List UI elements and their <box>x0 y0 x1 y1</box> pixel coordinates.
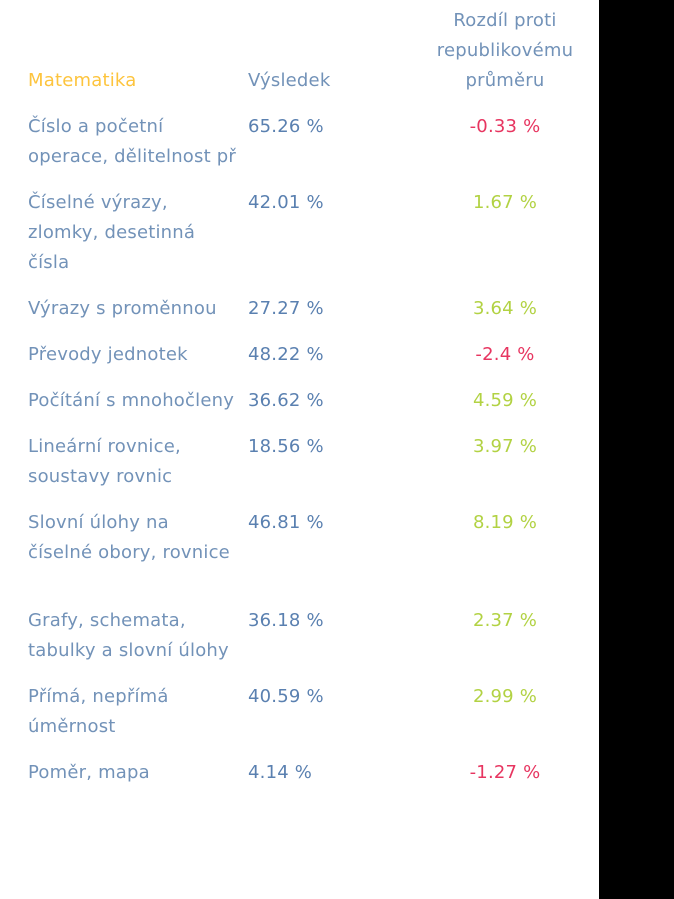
result-cell: 27.27 % <box>248 298 324 319</box>
result-cell: 36.62 % <box>248 390 324 411</box>
topic-cell: Poměr, mapa <box>28 762 150 783</box>
result-cell: 65.26 % <box>248 116 324 137</box>
topic-cell: Přímá, nepřímá úměrnost <box>28 686 169 737</box>
result-cell: 36.18 % <box>248 610 324 631</box>
result-cell: 42.01 % <box>248 192 324 213</box>
diff-cell: 2.99 % <box>472 686 538 707</box>
table-row: Grafy, schemata, tabulky a slovní úlohy 3… <box>28 606 599 666</box>
diff-cell: 1.67 % <box>472 192 538 213</box>
right-black-strip <box>599 0 674 899</box>
diff-cell: 3.64 % <box>472 298 538 319</box>
topic-cell: Slovní úlohy na číselné obory, rovnice <box>28 512 230 563</box>
result-cell: 48.22 % <box>248 344 324 365</box>
result-cell: 4.14 % <box>248 762 313 783</box>
diff-cell: -0.33 % <box>469 116 541 137</box>
table-body: Číslo a početní operace, dělitelnost př 6… <box>28 112 599 788</box>
topic-cell: Převody jednotek <box>28 344 188 365</box>
table-row: Číselné výrazy, zlomky, desetinná čísla 4… <box>28 188 599 278</box>
column-header-result: Výsledek <box>248 70 331 91</box>
table-row: Číslo a početní operace, dělitelnost př 6… <box>28 112 599 172</box>
column-header-diff: Rozdíl proti republikovému průměru <box>436 10 574 91</box>
results-table: Matematika Výsledek Rozdíl proti republi… <box>28 6 599 788</box>
table-row: Převody jednotek 48.22 % -2.4 % <box>28 340 599 370</box>
diff-cell: 2.37 % <box>472 610 538 631</box>
table-row: Počítání s mnohočleny 36.62 % 4.59 % <box>28 386 599 416</box>
table-row: Lineární rovnice, soustavy rovnic 18.56 %… <box>28 432 599 492</box>
diff-cell: 3.97 % <box>472 436 538 457</box>
diff-cell: -1.27 % <box>469 762 541 783</box>
result-cell: 40.59 % <box>248 686 324 707</box>
diff-cell: 8.19 % <box>472 512 538 533</box>
table-row: Přímá, nepřímá úměrnost 40.59 % 2.99 % <box>28 682 599 742</box>
diff-cell: -2.4 % <box>475 344 535 365</box>
column-header-subject: Matematika <box>28 70 137 91</box>
topic-cell: Lineární rovnice, soustavy rovnic <box>28 436 181 487</box>
topic-cell: Grafy, schemata, tabulky a slovní úlohy <box>28 610 229 661</box>
topic-cell: Výrazy s proměnnou <box>28 298 217 319</box>
topic-cell: Číslo a početní operace, dělitelnost př <box>28 116 236 167</box>
table-header-row: Matematika Výsledek Rozdíl proti republi… <box>28 6 599 96</box>
topic-cell: Počítání s mnohočleny <box>28 390 235 411</box>
result-cell: 46.81 % <box>248 512 324 533</box>
table-row: Výrazy s proměnnou 27.27 % 3.64 % <box>28 294 599 324</box>
table-row: Slovní úlohy na číselné obory, rovnice 46… <box>28 508 599 568</box>
topic-cell: Číselné výrazy, zlomky, desetinná čísla <box>28 192 196 273</box>
diff-cell: 4.59 % <box>472 390 538 411</box>
table-row: Poměr, mapa 4.14 % -1.27 % <box>28 758 599 788</box>
result-cell: 18.56 % <box>248 436 324 457</box>
